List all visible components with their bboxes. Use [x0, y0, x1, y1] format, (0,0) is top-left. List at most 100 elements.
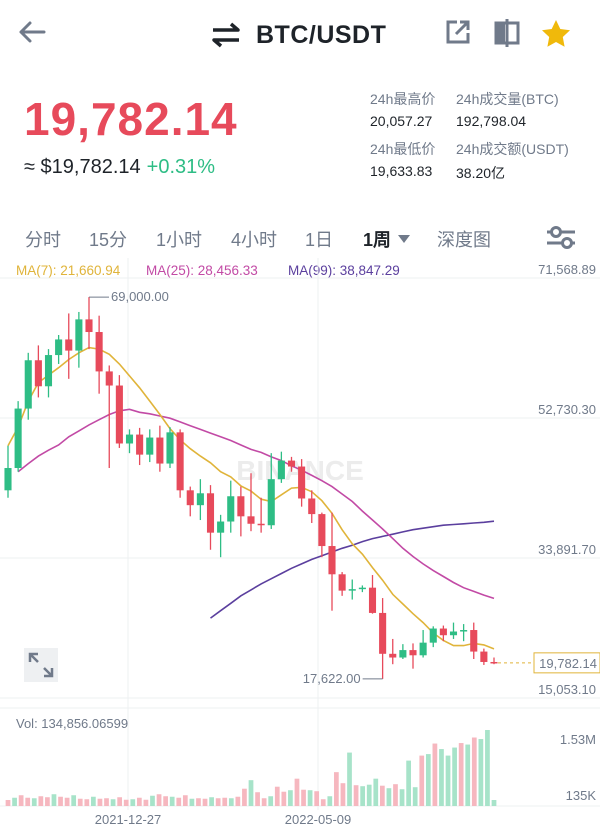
volume-bar [334, 772, 339, 806]
y-tick-label: 15,053.10 [538, 682, 596, 697]
volume-bar [255, 792, 260, 806]
volume-bar [169, 796, 175, 806]
layout-icon[interactable] [493, 18, 521, 48]
volume-bar [320, 799, 326, 806]
volume-bar [340, 783, 346, 806]
candle-body [146, 437, 154, 455]
candle-body [196, 493, 204, 506]
volume-bar [104, 798, 109, 806]
tab-1d[interactable]: 1日 [305, 230, 334, 250]
volume-bar [274, 786, 280, 806]
back-arrow-icon[interactable] [14, 14, 50, 50]
tab-1w-label: 1周 [363, 230, 392, 250]
candle-body [125, 434, 134, 444]
volume-bar [471, 737, 477, 806]
candle-body [176, 432, 184, 491]
x-tick-label: 2021-12-27 [95, 812, 162, 827]
candle-body [105, 371, 113, 386]
volume-bar [301, 789, 306, 806]
y-tick-label: 52,730.30 [538, 402, 596, 417]
candle-body [44, 355, 53, 387]
volume-bar [77, 798, 83, 806]
stat-low-value: 19,633.83 [370, 163, 433, 179]
volume-bar [163, 796, 168, 806]
pair-selector[interactable]: BTC/USDT [210, 18, 386, 52]
tab-time[interactable]: 分时 [25, 230, 61, 250]
stat-vol-usdt-value: 38.20亿 [456, 165, 506, 181]
volume-bar [150, 795, 155, 806]
volume-bar [419, 755, 425, 806]
volume-bar [91, 796, 96, 806]
candle-body [14, 408, 22, 469]
tab-15m[interactable]: 15分 [89, 230, 128, 250]
volume-bar [353, 785, 359, 806]
stat-high-value: 20,057.27 [370, 113, 433, 129]
volume-bar [51, 794, 57, 806]
volume-bar [176, 797, 182, 806]
stat-vol-usdt-label: 24h成交额(USDT) [456, 141, 569, 157]
candle-body [136, 434, 144, 455]
stat-vol-btc-label: 24h成交量(BTC) [456, 91, 559, 107]
swap-arrows-icon [212, 22, 240, 48]
candle-body [115, 385, 123, 444]
y-tick-label: 33,891.70 [538, 542, 596, 557]
tab-1w[interactable]: 1周 [363, 226, 411, 252]
volume-bar [366, 784, 372, 806]
stat-high-label: 24h最高价 [370, 91, 436, 107]
volume-bar [491, 800, 497, 806]
volume-bar [242, 788, 247, 806]
chart-annotations: 69,000.00 17,622.00 19,782.14 [89, 289, 600, 686]
candle-body [217, 521, 225, 533]
volume-bar [209, 797, 214, 806]
volume-bar [12, 797, 17, 806]
volume-bar [136, 797, 142, 806]
candle-body [318, 514, 326, 547]
candles [4, 297, 498, 679]
star-icon[interactable] [540, 18, 572, 50]
current-price-tag [533, 652, 600, 674]
candle-body [480, 651, 488, 662]
candle-body [348, 589, 356, 591]
volume-bar [156, 794, 162, 806]
candle-body [34, 360, 42, 387]
candle-body [95, 332, 103, 372]
fullscreen-icon[interactable] [24, 648, 58, 682]
volume-bar [288, 790, 293, 806]
volume-bar [235, 796, 241, 806]
volume-bar [452, 747, 457, 806]
volume-bar [412, 787, 418, 806]
candle-body [227, 496, 235, 522]
volume-bar [215, 798, 221, 806]
tab-depth[interactable]: 深度图 [437, 230, 491, 250]
candle-body [166, 432, 174, 464]
tab-4h[interactable]: 4小时 [231, 230, 278, 250]
volume-bar [25, 797, 31, 806]
volume-bar [478, 739, 484, 806]
candle-body [358, 587, 366, 590]
candle-body [55, 339, 63, 356]
volume-bar [222, 797, 228, 806]
volume-bar [327, 796, 333, 806]
candle-body [439, 628, 447, 636]
volume-bar [130, 799, 136, 806]
volume-bar [314, 791, 320, 806]
candle-body [409, 650, 417, 656]
candle-body [186, 490, 194, 506]
volume-y-tick: 1.53M [560, 732, 596, 747]
tab-1h[interactable]: 1小时 [156, 230, 203, 250]
ma99-line [210, 520, 495, 619]
volume-bar [248, 780, 254, 806]
candle-body [206, 493, 215, 533]
volume-bar [143, 799, 149, 806]
candle-body [247, 516, 255, 524]
volume-bar [189, 798, 195, 806]
chart-axes: 71,568.89 52,730.30 33,891.70 15,053.10 1.53… [95, 262, 597, 827]
candle-body [75, 319, 83, 351]
indicator-settings-icon[interactable] [544, 222, 578, 252]
timeframe-tabs: 分时 15分 1小时 4小时 1日 1周 深度图 [0, 222, 600, 256]
volume-bar [97, 798, 103, 806]
share-icon[interactable] [444, 18, 472, 46]
candle-body [389, 653, 397, 658]
volume-bar [84, 799, 90, 806]
